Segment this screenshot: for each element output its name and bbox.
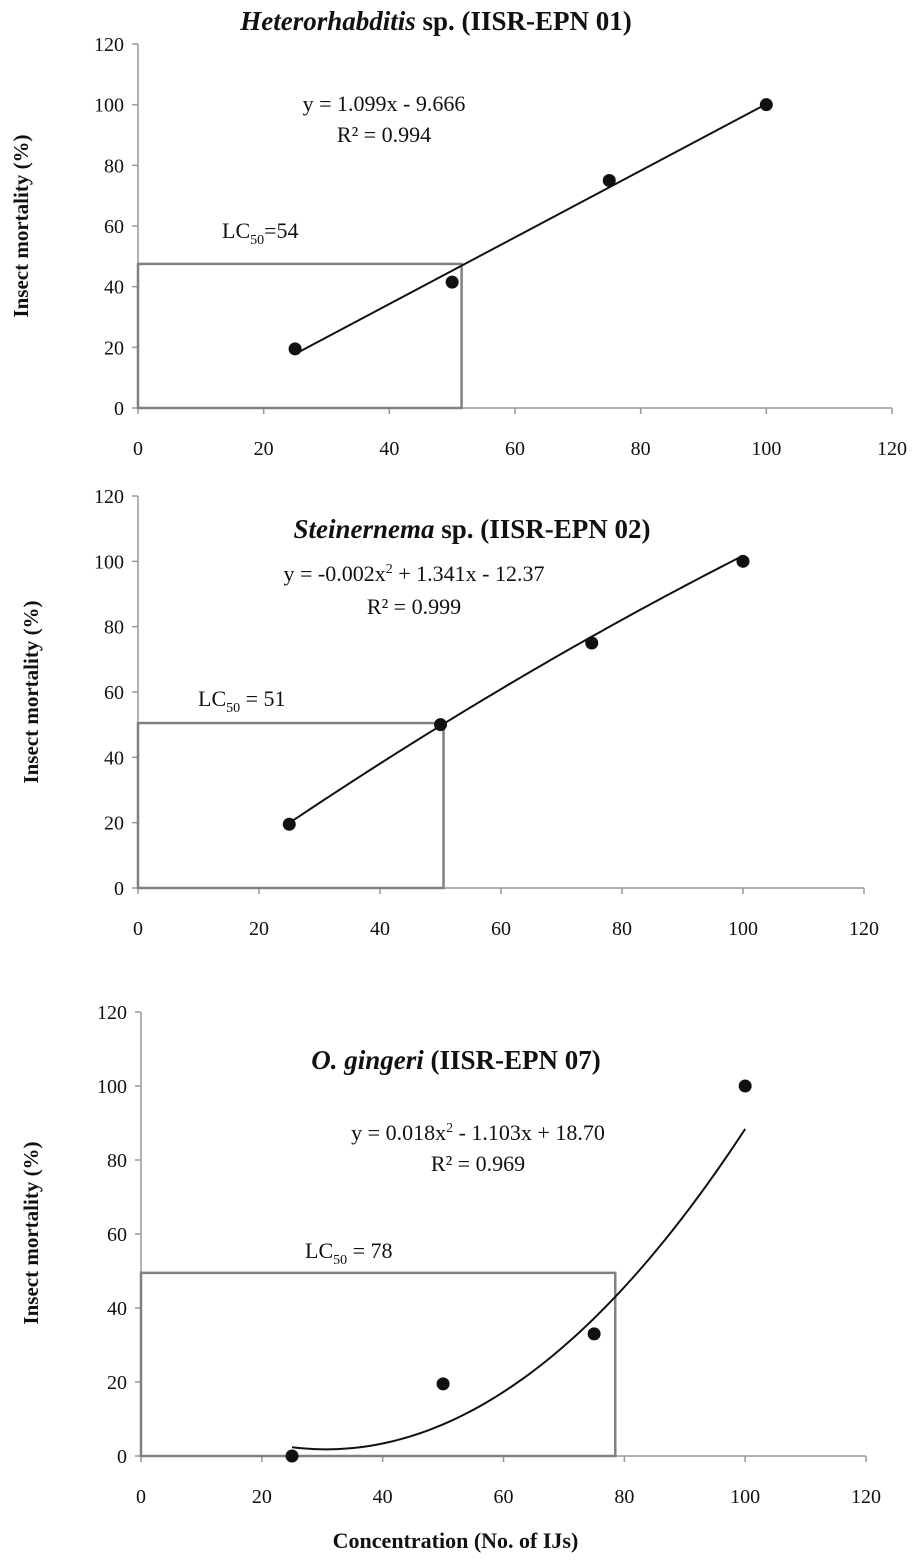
- lc50-box: [139, 1271, 617, 1458]
- y-tick-label: 60: [107, 1224, 127, 1246]
- chart-title-species: O. gingeri: [311, 1045, 424, 1075]
- lc50-label: LC50=54: [222, 218, 299, 248]
- chart-panel-2: 0 20 40 60 80 100 120 0 20 40 60 80 100 120 Steinernem…: [19, 486, 879, 940]
- y-tick-label: 60: [104, 216, 124, 238]
- x-tick-label: 120: [851, 1486, 881, 1508]
- y-tick-label: 100: [94, 551, 124, 573]
- data-point: [434, 718, 447, 732]
- x-tick-label: 40: [379, 438, 399, 460]
- x-tick-label: 0: [133, 918, 143, 940]
- x-tick-label: 120: [849, 918, 879, 940]
- r-squared-label: R² = 0.999: [367, 594, 461, 619]
- x-tick-label: 60: [491, 918, 511, 940]
- trendline-equation: y = 1.099x - 9.666: [303, 91, 466, 116]
- data-point: [602, 174, 616, 187]
- chart-title-strain: sp. (IISR-EPN 01): [416, 6, 632, 36]
- x-tick-label: 60: [494, 1486, 514, 1508]
- y-tick-label: 20: [107, 1372, 127, 1394]
- y-tick-label: 40: [104, 277, 124, 299]
- trendline-equation: y = 0.018x2 - 1.103x + 18.70: [351, 1120, 605, 1145]
- x-tick-label: 100: [751, 438, 781, 460]
- data-point: [738, 1079, 752, 1093]
- x-tick-label: 100: [728, 918, 758, 940]
- chart-title-species: Heterorhabditis: [239, 6, 416, 36]
- chart-title: O. gingeri (IISR-EPN 07): [311, 1045, 601, 1075]
- x-tick-label: 40: [370, 918, 390, 940]
- lc50-box: [136, 721, 445, 890]
- y-tick-label: 120: [97, 1002, 127, 1024]
- y-tick-label: 0: [114, 398, 124, 420]
- y-axis-label: Insect mortality (%): [19, 600, 43, 783]
- data-point: [736, 554, 750, 568]
- y-tick-label: 40: [107, 1298, 127, 1320]
- x-tick-label: 120: [877, 438, 907, 460]
- y-tick-label: 20: [104, 813, 124, 835]
- x-tick-label: 0: [136, 1486, 146, 1508]
- y-axis-label: Insect mortality (%): [9, 134, 33, 317]
- chart-title: Steinernema sp. (IISR-EPN 02): [293, 514, 650, 544]
- lc50-box: [136, 262, 463, 410]
- trendline: [294, 103, 767, 355]
- data-point: [587, 1327, 601, 1341]
- lc50-label: LC50 = 51: [198, 686, 286, 716]
- y-tick-label: 20: [104, 337, 124, 359]
- trendline: [291, 1128, 747, 1451]
- y-tick-label: 0: [114, 878, 124, 900]
- x-tick-label: 60: [505, 438, 525, 460]
- data-point: [282, 817, 296, 831]
- chart-panel-3: 0 20 40 60 80 100 120 0 20 40 60 80 100 120 O. gingeri…: [19, 1002, 881, 1553]
- y-tick-label: 120: [94, 34, 124, 56]
- data-point: [288, 342, 302, 356]
- y-tick-label: 80: [107, 1150, 127, 1172]
- y-tick-label: 80: [104, 617, 124, 639]
- y-tick-label: 80: [104, 155, 124, 177]
- x-tick-label: 100: [730, 1486, 760, 1508]
- chart-title-strain: (IISR-EPN 07): [424, 1045, 601, 1075]
- y-tick-label: 120: [94, 486, 124, 508]
- r-squared-label: R² = 0.969: [431, 1151, 525, 1176]
- x-axis-label: Concentration (No. of IJs): [333, 1528, 579, 1553]
- y-tick-label: 100: [94, 95, 124, 117]
- data-point: [285, 1449, 299, 1463]
- x-tick-label: 80: [631, 438, 651, 460]
- data-point: [436, 1377, 450, 1391]
- y-tick-label: 60: [104, 682, 124, 704]
- x-tick-label: 80: [612, 918, 632, 940]
- data-point: [585, 636, 599, 650]
- x-tick-label: 40: [373, 1486, 393, 1508]
- x-tick-label: 20: [254, 438, 274, 460]
- chart-title: Heterorhabditis sp. (IISR-EPN 01): [239, 6, 632, 36]
- trendline-equation: y = -0.002x2 + 1.341x - 12.37: [284, 561, 545, 586]
- data-point: [759, 98, 773, 112]
- x-tick-label: 20: [252, 1486, 272, 1508]
- data-point: [445, 275, 459, 289]
- chart-title-strain: sp. (IISR-EPN 02): [434, 514, 650, 544]
- y-axis-label: Insect mortality (%): [19, 1141, 43, 1324]
- y-tick-label: 0: [117, 1446, 127, 1468]
- chart-title-species: Steinernema: [293, 514, 434, 544]
- x-tick-label: 0: [133, 438, 143, 460]
- r-squared-label: R² = 0.994: [337, 122, 431, 147]
- chart-panel-1: 0 20 40 60 80 100 120 0 20 40 60 80 100 120 Heterorhab…: [9, 6, 907, 460]
- x-tick-label: 80: [614, 1486, 634, 1508]
- y-tick-label: 100: [97, 1076, 127, 1098]
- y-tick-label: 40: [104, 747, 124, 769]
- lc50-label: LC50 = 78: [305, 1238, 393, 1268]
- trendline: [288, 554, 744, 824]
- x-tick-label: 20: [249, 918, 269, 940]
